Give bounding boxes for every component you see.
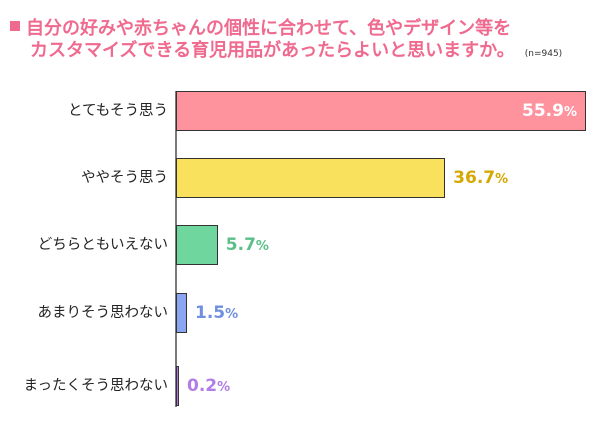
bar-row: まったくそう思わない 0.2% — [0, 366, 600, 406]
chart-title: 自分の好みや赤ちゃんの個性に合わせて、色やデザイン等を カスタマイズできる育児用… — [10, 18, 600, 65]
value-number: 5.7 — [225, 235, 256, 255]
title-line-1: 自分の好みや赤ちゃんの個性に合わせて、色やデザイン等を — [10, 18, 600, 40]
value-number: 0.2 — [187, 376, 218, 396]
value-label: 0.2% — [187, 366, 230, 406]
title-text-1: 自分の好みや赤ちゃんの個性に合わせて、色やデザイン等を — [26, 18, 512, 39]
title-text-2: カスタマイズできる育児用品があったらよいと思いますか。 — [30, 40, 515, 61]
value-label: 55.9% — [522, 91, 577, 131]
value-number: 36.7 — [453, 168, 496, 188]
category-label: とてもそう思う — [67, 103, 168, 119]
category-label: ややそう思う — [81, 170, 168, 186]
value-label: 1.5% — [195, 293, 238, 333]
bar — [176, 225, 218, 265]
percent-sign: % — [217, 380, 231, 395]
percent-sign: % — [255, 239, 269, 254]
value-label: 36.7% — [453, 158, 508, 198]
bar-row: ややそう思う 36.7% — [0, 158, 600, 198]
bar — [176, 158, 446, 198]
square-bullet-icon — [10, 21, 20, 31]
percent-sign: % — [225, 307, 239, 322]
category-label: あまりそう思わない — [37, 305, 169, 321]
bar — [176, 293, 187, 333]
value-number: 55.9 — [522, 101, 564, 121]
bar-row: あまりそう思わない 1.5% — [0, 293, 600, 333]
title-line-2: カスタマイズできる育児用品があったらよいと思いますか。 (n=945) — [10, 40, 600, 65]
bar-row: とてもそう思う 55.9% — [0, 91, 600, 131]
bar-row: どちらともいえない 5.7% — [0, 225, 600, 265]
category-label: まったくそう思わない — [23, 378, 168, 394]
value-label: 5.7% — [226, 225, 269, 265]
value-number: 1.5 — [195, 303, 226, 323]
bar — [176, 91, 586, 131]
category-label: どちらともいえない — [37, 237, 168, 253]
bar — [176, 366, 179, 406]
percent-sign: % — [563, 105, 577, 120]
sample-size-note: (n=945) — [524, 49, 563, 59]
percent-sign: % — [495, 172, 509, 187]
